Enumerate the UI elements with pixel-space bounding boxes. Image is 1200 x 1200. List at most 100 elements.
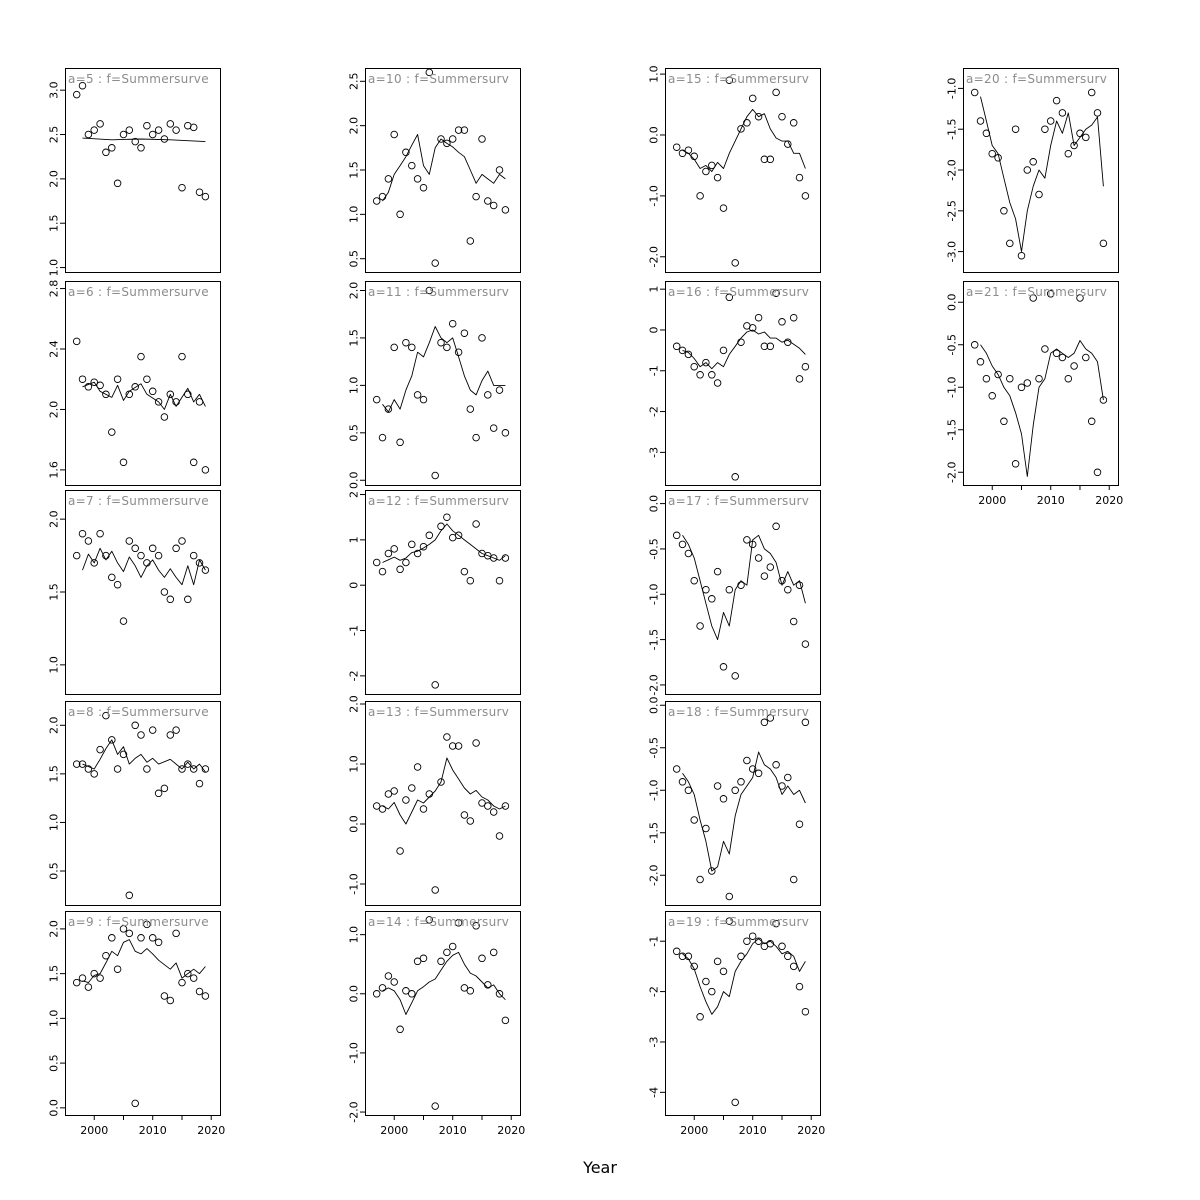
panel-title: a=6 : f=Summersurve [68, 285, 209, 299]
data-point [1064, 374, 1073, 383]
data-point [1000, 207, 1008, 215]
data-point [178, 537, 186, 545]
data-point [137, 551, 145, 560]
y-tick-label: -1.5 [946, 118, 959, 139]
plot-box [65, 68, 221, 273]
data-point [125, 126, 134, 134]
data-point [725, 917, 734, 925]
data-point [119, 617, 128, 625]
data-point [201, 765, 210, 773]
data-point [684, 952, 693, 961]
x-tick-label: 2010 [139, 1124, 167, 1137]
data-point [478, 954, 486, 963]
data-point [1052, 349, 1061, 358]
data-point [1041, 125, 1049, 133]
data-point [378, 567, 387, 576]
data-point [789, 875, 798, 884]
data-point [90, 969, 98, 978]
data-point [472, 922, 480, 930]
data-point [195, 987, 204, 996]
y-tick-label: -2.0 [946, 159, 959, 180]
data-point [743, 756, 751, 765]
y-tick-label: 0.0 [48, 1099, 61, 1117]
y-tick-label: 2 [348, 491, 361, 498]
data-point [1070, 362, 1078, 370]
data-point [119, 130, 128, 139]
data-point [425, 790, 434, 798]
data-point [489, 201, 498, 210]
data-point [72, 978, 81, 987]
data-point [466, 987, 475, 995]
data-point [1017, 251, 1026, 260]
data-point [784, 585, 792, 594]
data-point [125, 390, 134, 399]
data-point [731, 786, 739, 795]
data-point [672, 765, 681, 773]
y-tick-label: 0.0 [648, 126, 661, 144]
trend-line [682, 329, 806, 370]
y-tick-label: -1.5 [648, 629, 661, 650]
data-point [1035, 190, 1043, 199]
data-point [772, 88, 780, 97]
plot-box [65, 281, 221, 486]
data-point [1006, 374, 1014, 383]
y-tick-label: -2.0 [348, 1101, 361, 1122]
y-tick-label: 0.5 [348, 424, 361, 442]
data-point [143, 121, 151, 130]
y-tick-label: 2.0 [348, 695, 361, 713]
data-point [113, 375, 122, 383]
data-point [696, 192, 704, 200]
y-tick-label: 2.5 [348, 73, 361, 91]
data-point [725, 76, 734, 84]
data-point [982, 374, 991, 383]
data-point [119, 458, 128, 467]
panel-title: a=7 : f=Summersurve [68, 494, 209, 508]
data-point [390, 787, 398, 795]
data-point [137, 144, 145, 152]
data-point [372, 802, 381, 810]
data-point [413, 763, 422, 771]
y-tick-label: 0 [648, 326, 661, 333]
data-point [708, 867, 716, 875]
y-tick-label: 1.0 [348, 206, 361, 224]
data-point [1052, 96, 1061, 105]
data-point [131, 721, 139, 730]
data-point [378, 192, 387, 201]
data-point [96, 381, 104, 390]
data-point [1076, 294, 1084, 302]
data-point [466, 237, 475, 245]
data-point [172, 544, 180, 553]
data-point [402, 148, 410, 157]
data-point [425, 286, 434, 295]
data-point [708, 987, 716, 996]
data-point [976, 358, 985, 366]
data-point [437, 135, 445, 143]
data-point [195, 559, 204, 567]
y-tick-label: 0.0 [648, 495, 661, 512]
data-point [402, 338, 410, 347]
data-point [454, 126, 463, 134]
y-tick-label: 0.5 [348, 250, 361, 268]
data-point [160, 992, 169, 1000]
data-point [102, 148, 110, 157]
data-point [108, 573, 116, 582]
data-point [460, 329, 469, 337]
y-tick-label: 2.0 [48, 920, 61, 938]
data-point [731, 672, 739, 680]
data-point [195, 188, 204, 196]
data-point [189, 551, 198, 560]
data-point [419, 805, 428, 813]
data-point [119, 750, 128, 759]
x-tick-label: 2020 [497, 1124, 525, 1137]
data-point [184, 760, 192, 768]
data-point [737, 778, 745, 786]
data-point [166, 996, 175, 1005]
data-point [143, 765, 151, 773]
data-point [125, 537, 134, 545]
data-point [748, 765, 757, 773]
data-point [976, 117, 985, 125]
y-tick-label: 1.5 [348, 161, 361, 179]
data-point [443, 513, 451, 521]
data-point [713, 957, 722, 966]
data-point [737, 581, 745, 589]
